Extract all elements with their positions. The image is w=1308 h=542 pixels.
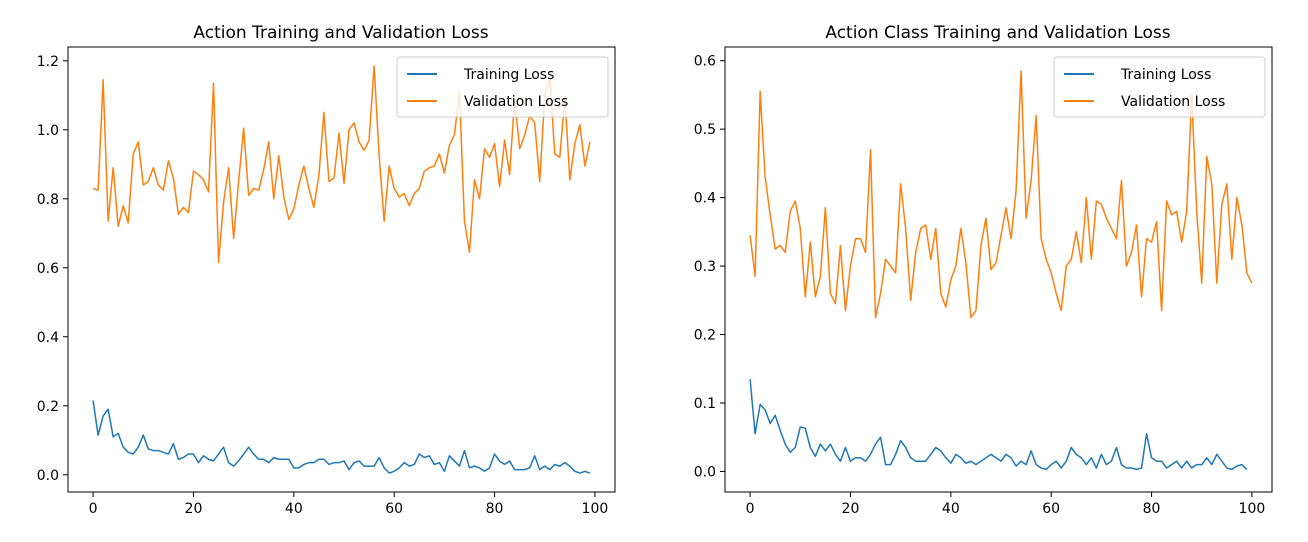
y-tick-label: 0.8 [37,192,59,208]
series-layer [749,70,1253,471]
y-tick-label: 0.6 [37,261,59,277]
plot-frame [67,46,616,493]
x-tick-label: 80 [486,501,504,517]
legend-label-validation: Validation Loss [464,94,568,110]
legend-label-training: Training Loss [1120,67,1211,83]
y-tick-label: 0.6 [694,54,716,70]
chart-title: Action Class Training and Validation Los… [825,23,1170,43]
series-line-training [92,400,591,474]
legend: Training Loss Validation Loss [1053,56,1266,118]
series-line-validation [92,65,591,264]
y-tick-label: 1.0 [37,123,59,139]
legend-box [396,56,609,118]
y-tick-label: 0.4 [694,191,716,207]
y-tick-label: 0.0 [37,468,59,484]
y-tick-label: 1.2 [37,54,59,70]
plot-frame [724,46,1273,493]
y-tick-label: 0.3 [694,259,716,275]
y-tick-label: 0.0 [694,464,716,480]
x-tick-label: 0 [89,501,98,517]
legend-label-training: Training Loss [463,67,554,83]
x-tick-label: 80 [1143,501,1161,517]
ticks-layer: 0 20 40 60 80 100 0.0 0.1 0.2 0.3 0.4 0.5 0.6 [694,54,1266,517]
chart-action-class-loss: Action Class Training and Validation Los… [694,23,1273,517]
legend-box [1053,56,1266,118]
x-tick-label: 100 [582,501,609,517]
x-tick-label: 0 [746,501,755,517]
x-tick-label: 40 [942,501,960,517]
y-tick-label: 0.2 [37,399,59,415]
y-tick-label: 0.2 [694,328,716,344]
ticks-layer: 0 20 40 60 80 100 0.0 0.2 0.4 0.6 0.8 1.0 1.2 [37,54,609,517]
x-tick-label: 100 [1239,501,1266,517]
x-tick-label: 60 [1042,501,1060,517]
x-tick-label: 60 [385,501,403,517]
x-tick-label: 40 [285,501,303,517]
y-tick-label: 0.4 [37,330,59,346]
legend-label-validation: Validation Loss [1121,94,1225,110]
series-layer [92,65,591,474]
y-tick-label: 0.1 [694,396,716,412]
chart-title: Action Training and Validation Loss [193,23,488,43]
x-tick-label: 20 [842,501,860,517]
x-tick-label: 20 [185,501,203,517]
series-line-validation [749,70,1253,319]
series-line-training [749,378,1248,471]
legend: Training Loss Validation Loss [396,56,609,118]
y-tick-label: 0.5 [694,122,716,138]
chart-action-loss: Action Training and Validation Loss 0 20 4… [37,23,616,517]
